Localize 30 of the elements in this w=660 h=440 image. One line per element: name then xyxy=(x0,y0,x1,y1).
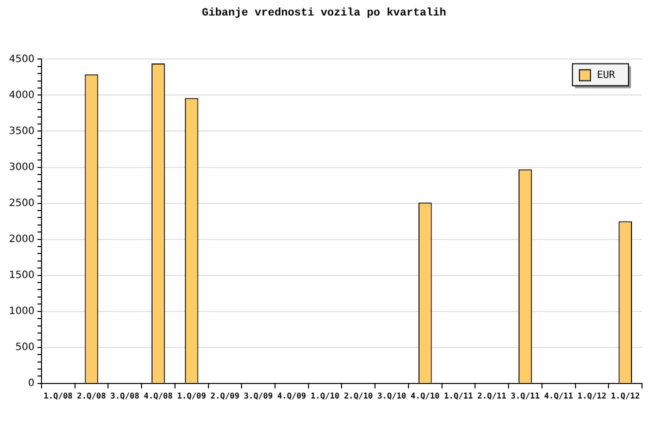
x-tick-label: 2.Q/10 xyxy=(344,391,374,400)
y-tick-label: 2000 xyxy=(8,234,34,245)
x-tick-label: 3.Q/10 xyxy=(377,391,406,400)
x-tick-label: 1.Q/09 xyxy=(177,391,206,400)
x-tick-label: 1.Q/10 xyxy=(310,391,340,400)
x-tick-label: 3.Q/09 xyxy=(244,391,273,400)
x-tick-label: 3.Q/08 xyxy=(110,391,140,400)
x-tick-label: 1.Q/11 xyxy=(444,391,474,400)
x-tick-label: 1.Q/12 xyxy=(578,391,607,400)
chart-title: Gibanje vrednosti vozila po kvartalih xyxy=(202,7,446,20)
y-tick-label: 500 xyxy=(15,342,34,353)
x-tick-label: 2.Q/09 xyxy=(210,391,240,400)
x-tick-label: 4.Q/10 xyxy=(410,391,440,400)
x-tick-label: 4.Q/11 xyxy=(544,391,574,400)
y-tick-label: 3500 xyxy=(8,126,34,137)
legend-label: EUR xyxy=(596,70,616,81)
y-tick-label: 4500 xyxy=(8,54,34,65)
x-tick-label: 4.Q/08 xyxy=(144,391,173,400)
y-tick-label: 2500 xyxy=(8,198,34,209)
x-tick-label: 2.Q/08 xyxy=(77,391,106,400)
x-tick-label: 1.Q/12 xyxy=(610,391,640,400)
x-tick-label: 2.Q/11 xyxy=(477,391,506,400)
x-tick-label: 1.Q/08 xyxy=(44,391,73,400)
y-tick-label: 3000 xyxy=(8,162,34,173)
y-tick-label: 1500 xyxy=(8,270,34,281)
y-tick-label: 4000 xyxy=(8,90,34,101)
x-tick-label: 4.Q/09 xyxy=(277,391,306,400)
x-tick-label: 3.Q/11 xyxy=(510,391,540,400)
y-tick-label: 0 xyxy=(28,378,34,389)
y-tick-label: 1000 xyxy=(8,306,34,317)
